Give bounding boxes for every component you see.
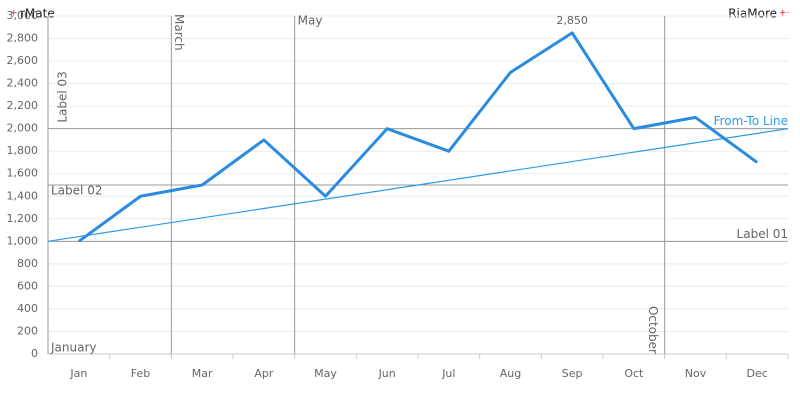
annotation-label: Label 02 [51,184,102,198]
brand-right: RiaMore [728,7,777,21]
x-tick-label: Oct [624,367,644,380]
y-tick-label: 1,000 [7,234,39,247]
y-tick-label: 2,600 [7,54,39,67]
x-tick-label: Feb [131,367,150,380]
x-tick-label: Mar [192,367,213,380]
y-tick-label: 800 [17,257,38,270]
x-tick-label: Sep [562,367,583,380]
annotation-label: January [50,341,97,355]
y-tick-label: 2,000 [7,122,39,135]
annotation-label: March [172,14,186,51]
y-tick-label: 2,800 [7,32,39,45]
x-tick-label: Jan [69,367,87,380]
logo-mark: +· [779,9,789,19]
y-tick-label: 400 [17,302,38,315]
x-tick-label: May [314,367,337,380]
brand-left: rMate [20,7,55,21]
x-tick-label: Apr [254,367,274,380]
y-tick-label: 1,600 [7,167,39,180]
x-tick-label: Nov [685,367,707,380]
y-tick-label: 1,400 [7,189,39,202]
from-to-label: From-To Line [714,114,788,128]
series-line [77,31,759,243]
y-tick-label: 2,400 [7,77,39,90]
from-to-line [47,128,789,242]
x-tick-label: Jul [441,367,455,380]
y-tick-label: 0 [31,347,38,360]
x-tick-label: Jun [378,367,396,380]
y-tick-label: 2,200 [7,99,39,112]
annotation-label: October [646,306,660,354]
y-tick-label: 600 [17,279,38,292]
annotation-label: May [298,14,323,28]
logo-mark: +· [10,9,20,19]
annotation-label: Label 01 [737,227,788,241]
y-tick-label: 200 [17,324,38,337]
data-label: 2,850 [556,14,588,27]
y-tick-label: 3,000 [7,9,39,22]
annotation-label: Label 03 [56,71,70,122]
x-tick-label: Dec [747,367,768,380]
y-tick-label: 1,200 [7,212,39,225]
y-tick-label: 1,800 [7,144,39,157]
x-tick-label: Aug [500,367,521,380]
